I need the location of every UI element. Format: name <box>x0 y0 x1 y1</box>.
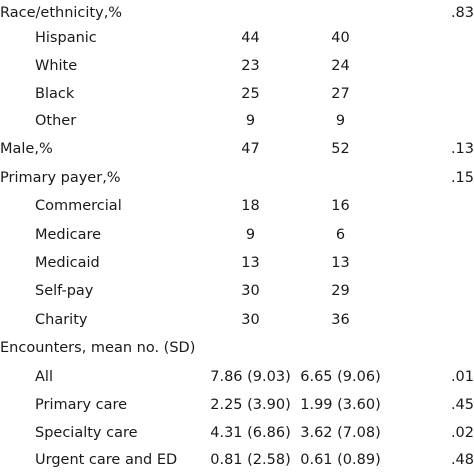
table-row: Medicaid 13 13 <box>0 249 474 277</box>
group2-value: 6.65 (9.06) <box>300 369 381 385</box>
table-row: Primary care 2.25 (3.90) 1.99 (3.60) .45 <box>0 391 474 419</box>
group1-value: 7.86 (9.03) <box>210 369 291 385</box>
group2-value: 29 <box>331 283 350 299</box>
group2-value: 52 <box>331 141 350 157</box>
group2-value: 13 <box>331 255 350 271</box>
row-label: Hispanic <box>35 30 97 46</box>
table-row: Black 25 27 <box>0 80 474 108</box>
p-value: .13 <box>450 141 474 157</box>
row-label: Commercial <box>35 198 122 214</box>
group2-value: 9 <box>335 113 346 129</box>
group1-value: 13 <box>241 255 260 271</box>
row-label: Primary payer,% <box>0 170 121 186</box>
row-label: Medicare <box>35 227 102 243</box>
table-row: Primary payer,% .15 <box>0 164 474 192</box>
row-label: Other <box>35 113 77 129</box>
table-row: Self-pay 30 29 <box>0 277 474 305</box>
row-label: Encounters, mean no. (SD) <box>0 340 196 356</box>
group1-value: 0.81 (2.58) <box>210 452 291 468</box>
table-row: Encounters, mean no. (SD) <box>0 334 474 362</box>
row-label: Primary care <box>35 397 128 413</box>
group2-value: 3.62 (7.08) <box>300 425 381 441</box>
table-row: Male,% 47 52 .13 <box>0 135 474 163</box>
row-label: Urgent care and ED <box>35 452 178 468</box>
table-row: Specialty care 4.31 (6.86) 3.62 (7.08) .… <box>0 419 474 447</box>
row-label: Specialty care <box>35 425 138 441</box>
row-label: All <box>35 369 53 385</box>
p-value: .02 <box>450 425 474 441</box>
group2-value: 27 <box>331 86 350 102</box>
row-label: Black <box>35 86 75 102</box>
table-row: Urgent care and ED 0.81 (2.58) 0.61 (0.8… <box>0 446 474 474</box>
row-label: Medicaid <box>35 255 100 271</box>
table-row: Commercial 18 16 <box>0 192 474 220</box>
p-value: .01 <box>450 369 474 385</box>
table-row: White 23 24 <box>0 52 474 80</box>
group1-value: 30 <box>241 283 260 299</box>
p-value: .45 <box>450 397 474 413</box>
row-label: Self-pay <box>35 283 94 299</box>
group2-value: 24 <box>331 58 350 74</box>
row-label: Race/ethnicity,% <box>0 5 123 21</box>
group1-value: 4.31 (6.86) <box>210 425 291 441</box>
group1-value: 47 <box>241 141 260 157</box>
table-row: All 7.86 (9.03) 6.65 (9.06) .01 <box>0 363 474 391</box>
group2-value: 1.99 (3.60) <box>300 397 381 413</box>
group1-value: 23 <box>241 58 260 74</box>
group2-value: 16 <box>331 198 350 214</box>
table-row: Hispanic 44 40 <box>0 24 474 52</box>
p-value: .48 <box>450 452 474 468</box>
table-row: Other 9 9 <box>0 107 474 135</box>
group1-value: 2.25 (3.90) <box>210 397 291 413</box>
p-value: .15 <box>450 170 474 186</box>
group1-value: 9 <box>245 227 256 243</box>
row-label: White <box>35 58 78 74</box>
table-row: Medicare 9 6 <box>0 221 474 249</box>
row-label: Charity <box>35 312 88 328</box>
group2-value: 0.61 (0.89) <box>300 452 381 468</box>
group2-value: 36 <box>331 312 350 328</box>
group1-value: 25 <box>241 86 260 102</box>
p-value: .83 <box>450 5 474 21</box>
group1-value: 18 <box>241 198 260 214</box>
group2-value: 40 <box>331 30 350 46</box>
group1-value: 9 <box>245 113 256 129</box>
table-row: Race/ethnicity,% .83 <box>0 0 474 27</box>
group2-value: 6 <box>335 227 346 243</box>
group1-value: 30 <box>241 312 260 328</box>
group1-value: 44 <box>241 30 260 46</box>
row-label: Male,% <box>0 141 53 157</box>
table-row: Charity 30 36 <box>0 306 474 334</box>
